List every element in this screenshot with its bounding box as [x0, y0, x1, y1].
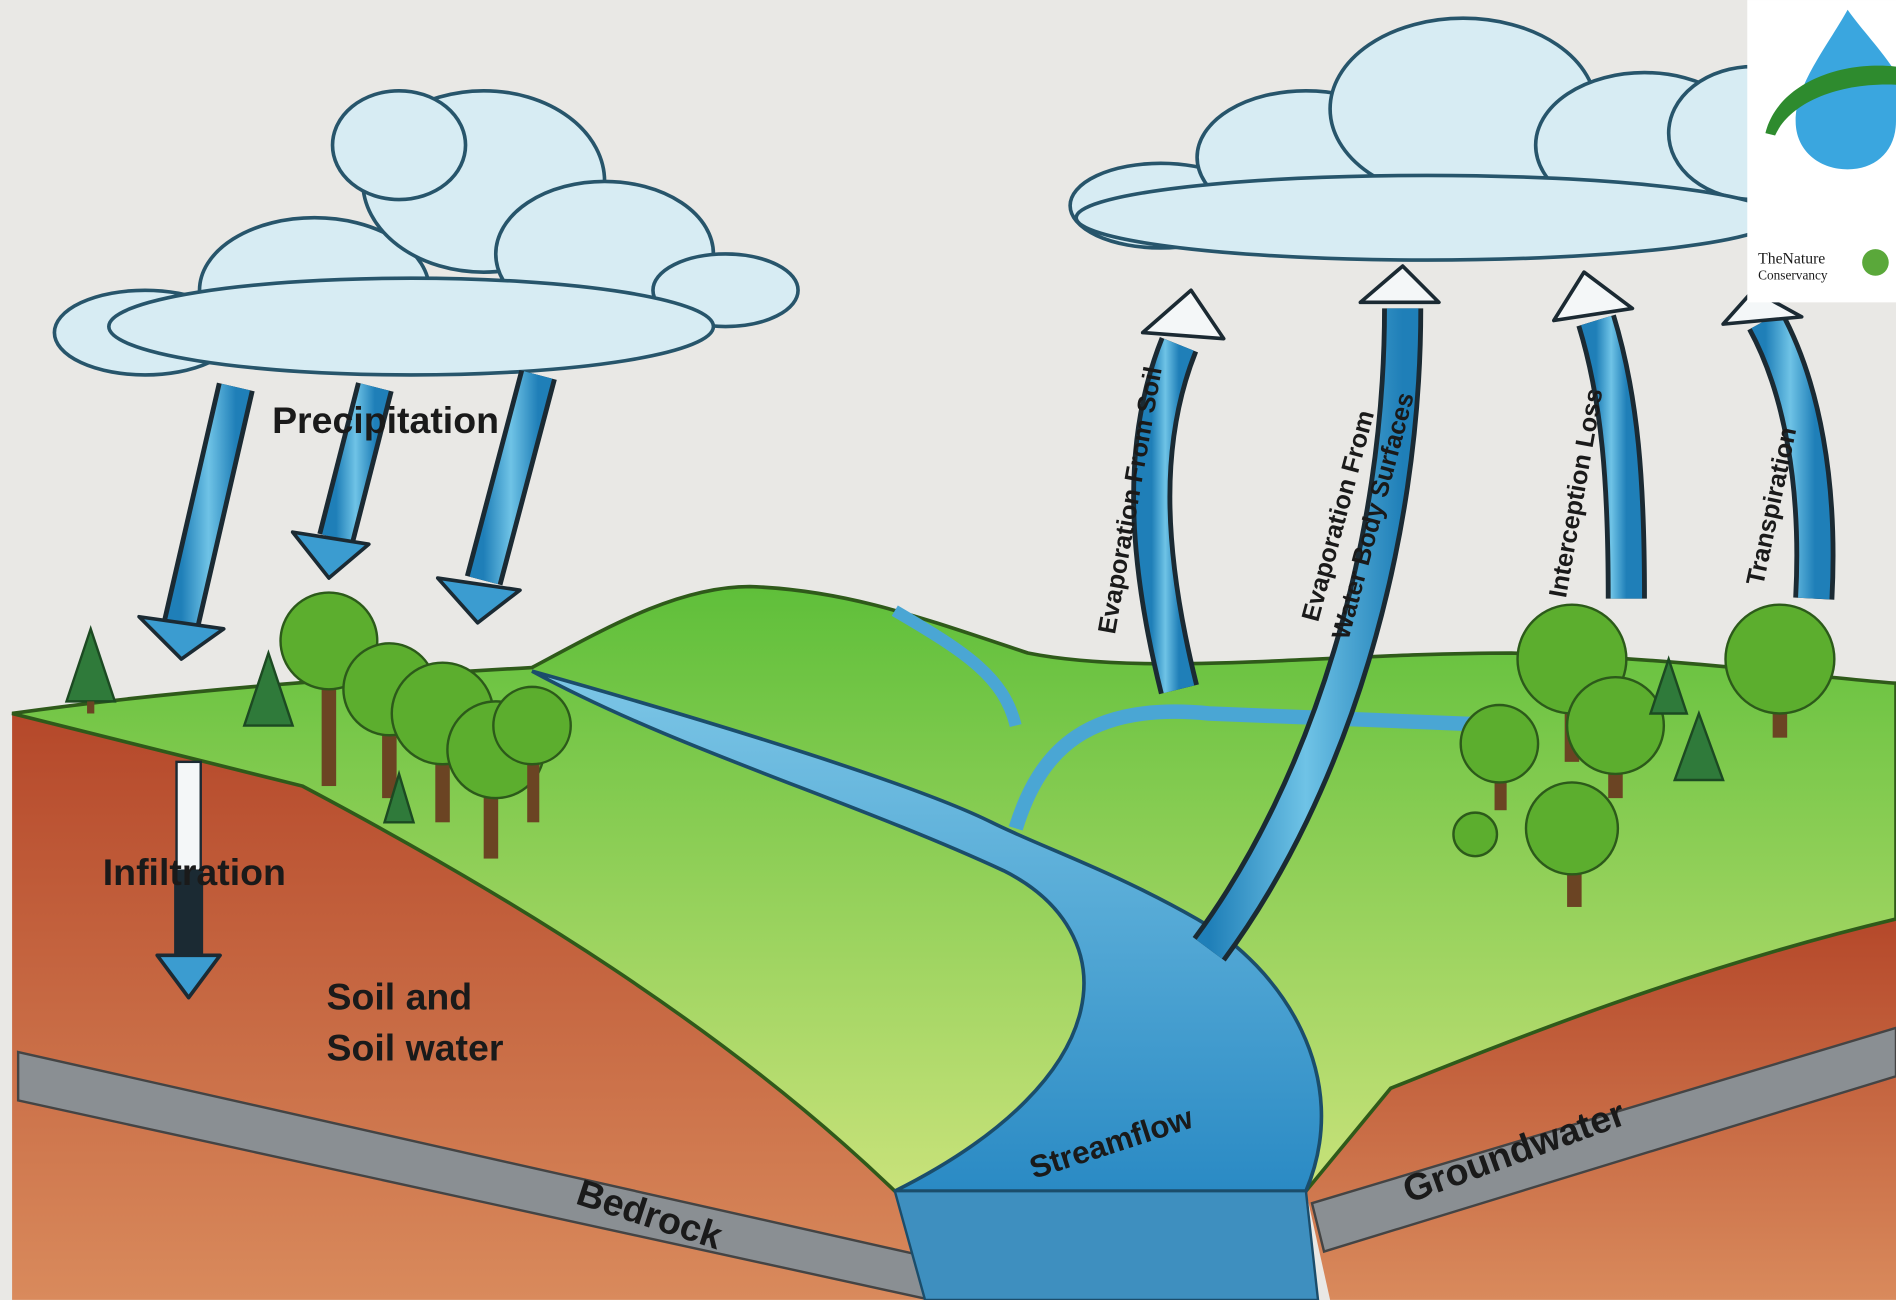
water-cycle-diagram: Precipitation Infiltration Soil and Soil… — [0, 0, 1896, 1300]
page: Precipitation Infiltration Soil and Soil… — [0, 0, 1896, 1300]
infiltration-label: Infiltration — [103, 851, 286, 893]
soil-label: Soil water — [326, 1027, 503, 1069]
logo: TheNature Conservancy — [1747, 0, 1896, 302]
logo-text: Conservancy — [1758, 267, 1828, 282]
river-cross-section — [895, 1191, 1318, 1300]
logo-text: TheNature — [1758, 251, 1825, 268]
soil-label: Soil and — [326, 976, 472, 1018]
precipitation-label: Precipitation — [272, 399, 499, 441]
